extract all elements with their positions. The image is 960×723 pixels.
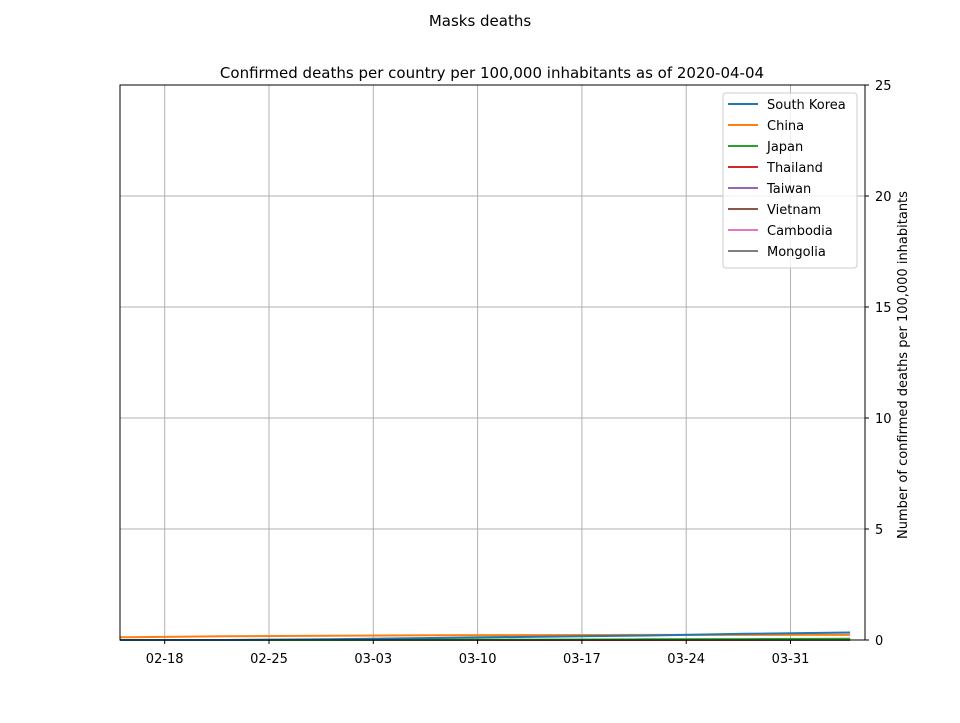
series-lines [120,633,850,641]
figure-suptitle: Masks deaths [429,12,532,30]
legend-label-vietnam: Vietnam [767,203,821,218]
y-tick-label: 10 [875,412,892,427]
legend-label-taiwan: Taiwan [766,182,811,197]
y-tick-label: 0 [875,634,883,649]
x-tick-label: 02-25 [250,652,288,667]
chart-title: Confirmed deaths per country per 100,000… [220,64,764,82]
legend-label-mongolia: Mongolia [767,245,826,260]
legend-label-japan: Japan [766,140,803,155]
legend-label-thailand: Thailand [766,161,823,176]
y-tick-label: 25 [875,79,892,94]
y-tick-label: 5 [875,523,883,538]
legend: South Korea China Japan Thailand Taiwan Vietn… [723,93,857,268]
y-axis-label: Number of confirmed deaths per 100,000 i… [896,191,911,539]
x-tick-label: 02-18 [146,652,184,667]
x-tick-label: 03-24 [667,652,705,667]
y-tick-label: 20 [875,190,892,205]
legend-label-china: China [767,119,804,134]
legend-label-south-korea: South Korea [767,98,846,113]
x-axis: 02-18 02-25 03-03 03-10 03-17 03-24 03-31 [146,640,810,667]
x-tick-label: 03-10 [459,652,497,667]
legend-label-cambodia: Cambodia [767,224,833,239]
y-tick-label: 15 [875,301,892,316]
x-tick-label: 03-17 [563,652,601,667]
x-tick-label: 03-03 [354,652,392,667]
x-tick-label: 03-31 [772,652,810,667]
y-axis: 0 5 10 15 20 25 [865,79,892,649]
